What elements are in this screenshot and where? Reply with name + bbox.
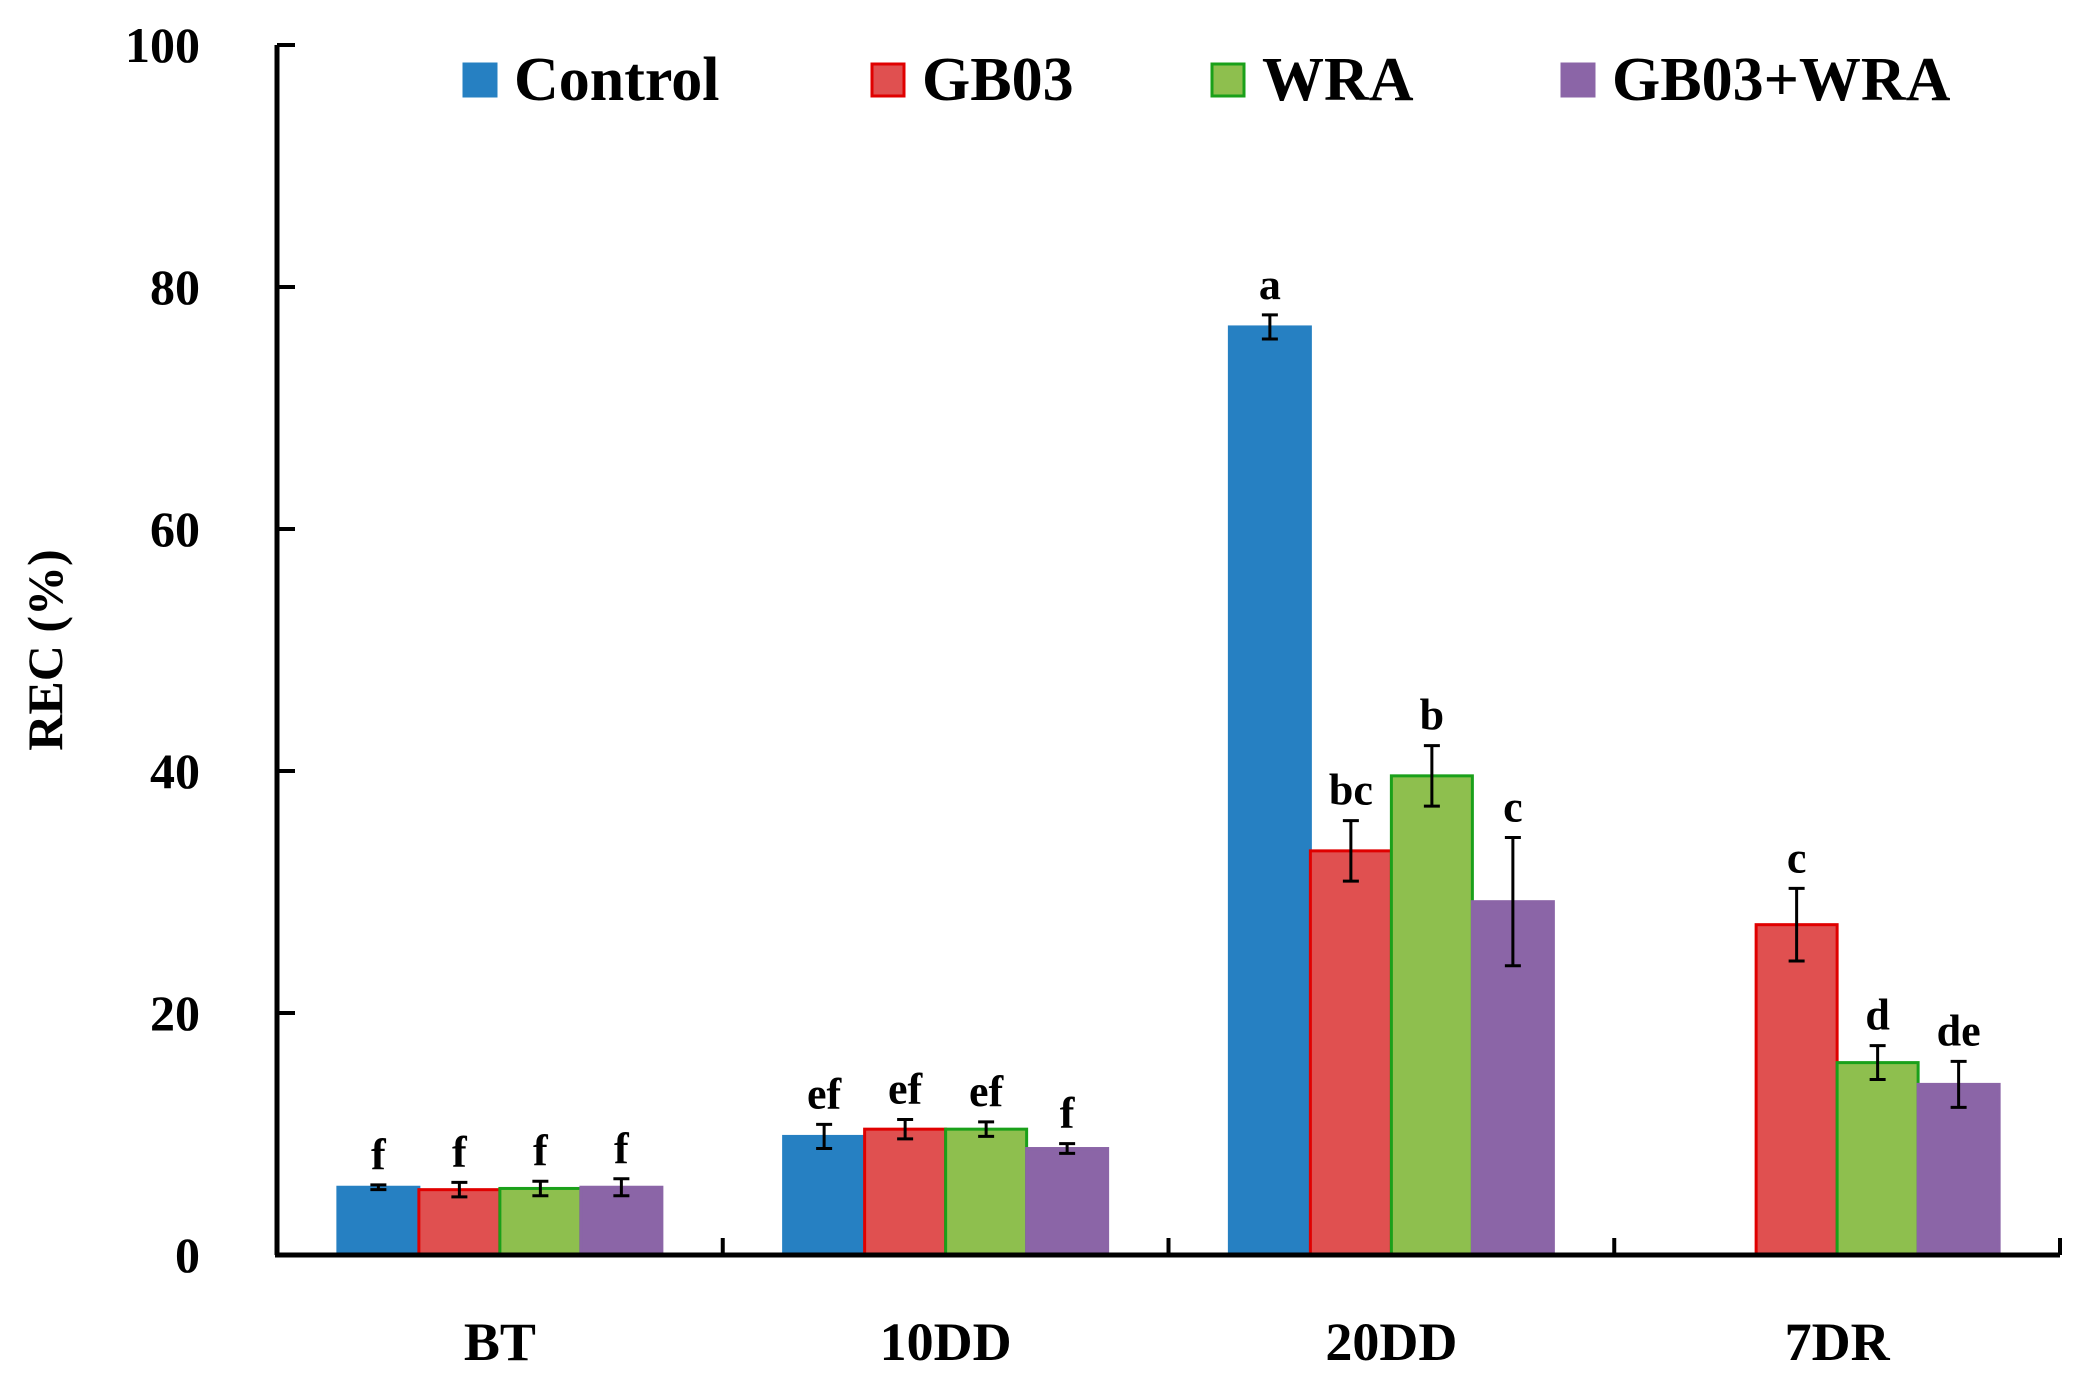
bar-gb03-20dd bbox=[1310, 851, 1391, 1255]
significance-label: c bbox=[1787, 833, 1807, 882]
y-tick-label: 40 bbox=[150, 743, 200, 799]
legend-label: GB03 bbox=[922, 46, 1074, 114]
legend-label: WRA bbox=[1262, 46, 1414, 114]
bar-gb03-7dr bbox=[1756, 925, 1837, 1255]
significance-label: a bbox=[1259, 260, 1281, 309]
bar-gb03-wra-10dd bbox=[1027, 1149, 1108, 1255]
bars bbox=[338, 327, 1999, 1255]
legend-item: GB03+WRA bbox=[1562, 46, 1951, 114]
bar-wra-10dd bbox=[946, 1129, 1027, 1255]
legend-item: Control bbox=[464, 46, 720, 114]
rec-bar-chart: f f f fef ef ef fabcbccd de 020406080100 BT 10DD… bbox=[0, 0, 2080, 1375]
y-tick-label: 60 bbox=[150, 501, 200, 557]
y-tick-label: 20 bbox=[150, 985, 200, 1041]
x-tick-label: 20DD bbox=[1325, 1312, 1457, 1372]
significance-label: de bbox=[1937, 1006, 1981, 1055]
significance-label: f bbox=[371, 1130, 387, 1179]
legend-label: GB03+WRA bbox=[1612, 46, 1951, 114]
legend-swatch bbox=[1562, 64, 1594, 96]
x-tick-label: 10DD bbox=[880, 1312, 1012, 1372]
bar-wra-7dr bbox=[1837, 1063, 1918, 1255]
significance-label: f bbox=[533, 1126, 549, 1175]
error-bars bbox=[370, 315, 1966, 1197]
legend-label: Control bbox=[514, 46, 720, 114]
y-ticks: 0 20 40 60 80 100 bbox=[125, 17, 295, 1283]
legend-item: WRA bbox=[1212, 46, 1414, 114]
x-ticks: BT 10DD 20DD 7DR bbox=[464, 1238, 2060, 1372]
y-tick-label: 100 bbox=[125, 17, 200, 73]
significance-label: b bbox=[1420, 691, 1444, 740]
legend-swatch bbox=[464, 64, 496, 96]
bar-wra-bt bbox=[500, 1188, 581, 1255]
y-tick-label: 80 bbox=[150, 259, 200, 315]
significance-label: bc bbox=[1329, 766, 1373, 815]
legend-swatch bbox=[1212, 64, 1244, 96]
bar-gb03-bt bbox=[419, 1190, 500, 1255]
bar-control-20dd bbox=[1229, 327, 1310, 1255]
significance-label: ef bbox=[969, 1067, 1005, 1116]
y-tick-label: 0 bbox=[175, 1227, 200, 1283]
bar-control-bt bbox=[338, 1187, 419, 1255]
legend: Control GB03 WRA GB03+WRA bbox=[464, 46, 1951, 114]
bar-gb03-10dd bbox=[865, 1129, 946, 1255]
bar-wra-20dd bbox=[1391, 776, 1472, 1255]
legend-item: GB03 bbox=[872, 46, 1074, 114]
x-tick-label: BT bbox=[464, 1312, 536, 1372]
significance-label: ef bbox=[807, 1069, 843, 1118]
significance-label: c bbox=[1503, 783, 1523, 832]
bar-gb03-wra-7dr bbox=[1918, 1084, 1999, 1255]
significance-label: d bbox=[1865, 991, 1889, 1040]
y-axis-label: REC (%) bbox=[17, 549, 73, 750]
significance-label: f bbox=[1060, 1089, 1076, 1138]
bar-control-10dd bbox=[784, 1136, 865, 1255]
significance-label: f bbox=[452, 1127, 468, 1176]
x-tick-label: 7DR bbox=[1785, 1312, 1891, 1372]
legend-swatch bbox=[872, 64, 904, 96]
significance-label: ef bbox=[888, 1064, 924, 1113]
bar-gb03-wra-bt bbox=[581, 1187, 662, 1255]
significance-label: f bbox=[614, 1124, 630, 1173]
